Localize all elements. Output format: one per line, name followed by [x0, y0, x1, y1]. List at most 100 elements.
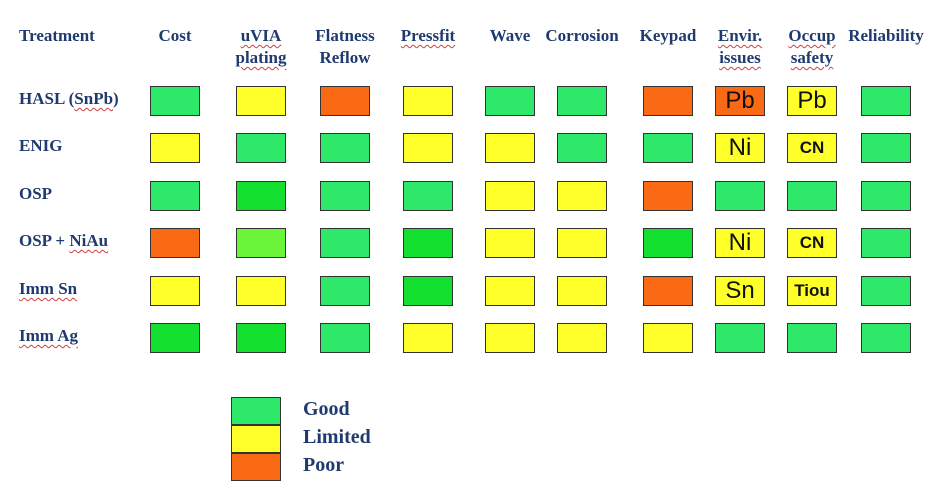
rating-cell — [150, 323, 200, 353]
rating-cell: Ni — [715, 228, 765, 258]
column-header-2: uVIA plating — [221, 25, 301, 69]
rating-cell — [403, 323, 453, 353]
row-label-code: Imm Sn — [19, 279, 78, 298]
column-header-10: Reliability — [839, 25, 934, 47]
cell-tag: Ni — [728, 134, 752, 161]
column-header-4: Pressfit — [388, 25, 468, 47]
column-header-text: Occup — [788, 26, 836, 45]
rating-cell — [236, 133, 286, 163]
row-label: HASL (SnPb) — [19, 89, 119, 109]
rating-cell — [557, 133, 607, 163]
row-label: Imm Sn — [19, 279, 77, 299]
legend-swatch-poor — [231, 453, 281, 481]
column-header-text: Flatness — [315, 26, 375, 45]
row-label-main: HASL ( — [19, 89, 75, 108]
legend-swatch-good — [231, 397, 281, 425]
rating-cell — [485, 276, 535, 306]
cell-tag: Sn — [725, 277, 755, 304]
rating-cell — [861, 228, 911, 258]
rating-cell: CN — [787, 228, 837, 258]
rating-cell — [861, 323, 911, 353]
rating-cell: Pb — [715, 86, 765, 116]
column-header-text: Envir. — [717, 26, 763, 45]
rating-cell — [861, 276, 911, 306]
rating-cell — [485, 133, 535, 163]
column-header-text: Treatment — [19, 26, 95, 45]
cell-tag: CN — [799, 233, 825, 252]
cell-tag: Pb — [797, 87, 827, 114]
rating-cell — [150, 228, 200, 258]
column-header-7: Keypad — [628, 25, 708, 47]
rating-cell: Sn — [715, 276, 765, 306]
column-header-5: Wave — [480, 25, 540, 47]
rating-cell — [403, 86, 453, 116]
rating-cell — [557, 228, 607, 258]
rating-cell — [557, 181, 607, 211]
rating-cell — [643, 323, 693, 353]
rating-cell — [643, 181, 693, 211]
column-header-text: Keypad — [639, 26, 697, 45]
column-header-8: Envir. issues — [705, 25, 775, 69]
column-header-text: Reflow — [319, 48, 371, 67]
rating-cell: Tiou — [787, 276, 837, 306]
column-header-text: plating — [235, 48, 287, 67]
rating-cell — [236, 323, 286, 353]
legend-label: Good — [303, 398, 350, 420]
column-header-6: Corrosion — [535, 25, 630, 47]
rating-cell — [320, 228, 370, 258]
column-header-text: safety — [790, 48, 834, 67]
rating-cell — [787, 323, 837, 353]
legend-label: Poor — [303, 454, 345, 476]
rating-cell — [861, 86, 911, 116]
rating-cell — [320, 133, 370, 163]
row-label-main: OSP + — [19, 231, 70, 250]
legend-swatch-limited — [231, 425, 281, 453]
column-header-text: uVIA — [240, 26, 282, 45]
column-header-text: Reliability — [848, 26, 924, 45]
rating-cell — [485, 181, 535, 211]
rating-cell — [236, 86, 286, 116]
row-label-end: ) — [113, 89, 119, 108]
legend-label: Limited — [303, 426, 371, 448]
rating-cell — [236, 181, 286, 211]
rating-cell: Pb — [787, 86, 837, 116]
cell-tag: Tiou — [794, 281, 830, 300]
rating-cell — [150, 181, 200, 211]
rating-cell — [643, 133, 693, 163]
row-label-main: OSP — [19, 184, 53, 203]
row-label-code: SnPb — [74, 89, 114, 108]
rating-cell — [557, 276, 607, 306]
row-label-code: NiAu — [69, 231, 109, 250]
column-header-9: Occup safety — [777, 25, 847, 69]
row-label-main: ENIG — [19, 136, 63, 155]
row-label: Imm Ag — [19, 326, 78, 346]
row-label: OSP — [19, 184, 52, 204]
rating-cell — [557, 323, 607, 353]
column-header-0: Treatment — [19, 25, 129, 47]
rating-cell — [403, 276, 453, 306]
rating-cell — [485, 228, 535, 258]
rating-cell: Ni — [715, 133, 765, 163]
rating-cell — [150, 276, 200, 306]
column-header-text: Corrosion — [545, 26, 619, 45]
rating-cell — [403, 133, 453, 163]
rating-cell — [150, 133, 200, 163]
row-label-code: Imm Ag — [19, 326, 79, 345]
rating-cell: CN — [787, 133, 837, 163]
rating-cell — [403, 228, 453, 258]
rating-cell — [485, 323, 535, 353]
rating-cell — [403, 181, 453, 211]
column-header-text: issues — [719, 48, 761, 67]
column-header-3: Flatness Reflow — [300, 25, 390, 69]
rating-cell — [715, 323, 765, 353]
column-header-1: Cost — [150, 25, 200, 47]
column-header-text: Cost — [158, 26, 192, 45]
rating-cell — [787, 181, 837, 211]
rating-cell — [715, 181, 765, 211]
rating-cell — [236, 228, 286, 258]
column-header-text: Pressfit — [400, 26, 456, 45]
column-header-text: Wave — [489, 26, 531, 45]
rating-cell — [861, 181, 911, 211]
cell-tag: Ni — [728, 229, 752, 256]
